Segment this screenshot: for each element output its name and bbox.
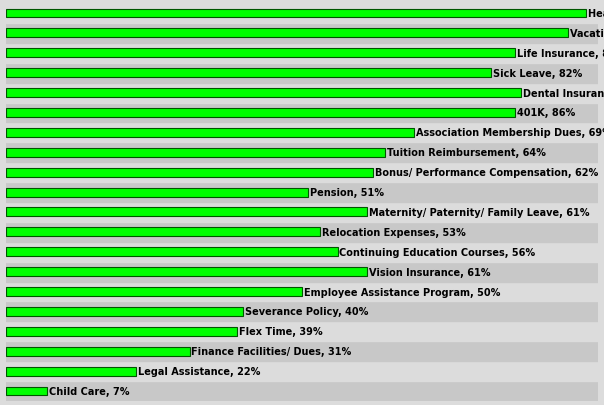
Text: Finance Facilities/ Dues, 31%: Finance Facilities/ Dues, 31%: [191, 346, 352, 356]
Text: Dental Insurance, 87%: Dental Insurance, 87%: [523, 88, 604, 98]
Text: Maternity/ Paternity/ Family Leave, 61%: Maternity/ Paternity/ Family Leave, 61%: [369, 207, 590, 217]
Bar: [6, 386, 48, 396]
Bar: [6, 9, 586, 19]
Bar: [6, 89, 521, 98]
Bar: [6, 287, 302, 296]
Text: Pension, 51%: Pension, 51%: [310, 188, 384, 198]
Bar: [6, 202, 598, 222]
Bar: [6, 381, 598, 401]
Bar: [6, 64, 598, 83]
Bar: [6, 163, 598, 183]
Bar: [6, 242, 598, 262]
Bar: [6, 49, 515, 58]
Bar: [6, 228, 320, 237]
Text: Bonus/ Performance Compensation, 62%: Bonus/ Performance Compensation, 62%: [375, 168, 598, 178]
Bar: [6, 148, 385, 158]
Text: Relocation Expenses, 53%: Relocation Expenses, 53%: [321, 227, 465, 237]
Text: Flex Time, 39%: Flex Time, 39%: [239, 326, 323, 337]
Bar: [6, 262, 598, 282]
Text: Tuition Reimbursement, 64%: Tuition Reimbursement, 64%: [387, 148, 545, 158]
Bar: [6, 322, 598, 341]
Bar: [6, 347, 190, 356]
Bar: [6, 128, 414, 138]
Bar: [6, 123, 598, 143]
Bar: [6, 24, 598, 44]
Bar: [6, 208, 367, 217]
Text: Child Care, 7%: Child Care, 7%: [50, 386, 130, 396]
Text: 401K, 86%: 401K, 86%: [517, 108, 575, 118]
Bar: [6, 183, 598, 202]
Bar: [6, 247, 338, 257]
Bar: [6, 168, 373, 177]
Text: Association Membership Dues, 69%: Association Membership Dues, 69%: [416, 128, 604, 138]
Text: Employee Assistance Program, 50%: Employee Assistance Program, 50%: [304, 287, 500, 297]
Bar: [6, 29, 568, 38]
Bar: [6, 4, 598, 24]
Bar: [6, 341, 598, 361]
Text: Legal Assistance, 22%: Legal Assistance, 22%: [138, 366, 260, 376]
Bar: [6, 307, 243, 316]
Text: Sick Leave, 82%: Sick Leave, 82%: [493, 68, 582, 79]
Text: Vision Insurance, 61%: Vision Insurance, 61%: [369, 267, 490, 277]
Bar: [6, 302, 598, 322]
Bar: [6, 222, 598, 242]
Bar: [6, 327, 237, 336]
Text: Health Insurance, 98%: Health Insurance, 98%: [588, 9, 604, 19]
Text: Vacation, 95%: Vacation, 95%: [570, 29, 604, 39]
Text: Life Insurance, 86%: Life Insurance, 86%: [517, 49, 604, 59]
Bar: [6, 44, 598, 64]
Bar: [6, 69, 492, 78]
Bar: [6, 109, 515, 118]
Bar: [6, 282, 598, 302]
Bar: [6, 361, 598, 381]
Bar: [6, 267, 367, 277]
Bar: [6, 103, 598, 123]
Bar: [6, 143, 598, 163]
Text: Severance Policy, 40%: Severance Policy, 40%: [245, 307, 368, 317]
Bar: [6, 367, 137, 376]
Text: Continuing Education Courses, 56%: Continuing Education Courses, 56%: [339, 247, 535, 257]
Bar: [6, 188, 308, 197]
Bar: [6, 83, 598, 103]
